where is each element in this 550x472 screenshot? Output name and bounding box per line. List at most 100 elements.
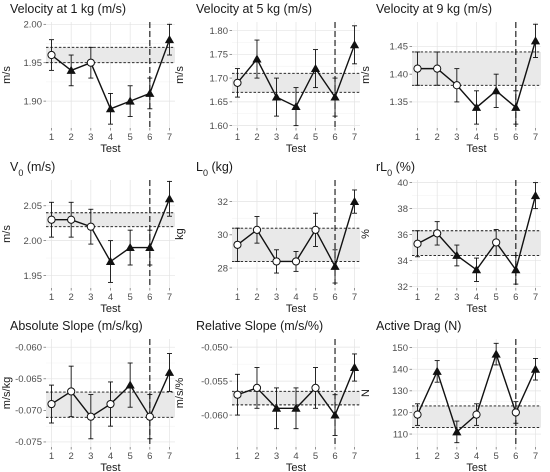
x-tick-label: 5 — [494, 451, 499, 462]
x-tick-label: 4 — [474, 292, 479, 303]
x-tick-label: 5 — [313, 132, 318, 143]
y-tick-label: 1.80 — [210, 26, 229, 37]
data-point-circle — [413, 410, 422, 419]
y-tick-label: 1.75 — [210, 50, 229, 61]
x-tick-label: 4 — [474, 451, 479, 462]
y-tick-label: 1.95 — [24, 58, 43, 69]
x-axis-title: Test — [466, 462, 486, 472]
x-tick-label: 5 — [494, 132, 499, 143]
data-point-triangle — [330, 92, 340, 101]
x-tick-label: 7 — [167, 292, 172, 303]
panel-title: Absolute Slope (m/s/kg) — [10, 319, 143, 333]
y-tick-label: -0.070 — [15, 406, 42, 417]
y-tick-label: 1.95 — [24, 271, 43, 282]
x-tick-label: 3 — [88, 292, 93, 303]
x-tick-label: 1 — [415, 292, 420, 303]
data-point-circle — [433, 229, 442, 238]
y-axis-title: m/s — [1, 225, 13, 243]
data-point-triangle — [511, 265, 521, 274]
data-point-triangle — [145, 88, 155, 97]
y-axis-title: % — [360, 229, 372, 239]
x-tick-label: 1 — [235, 451, 240, 462]
data-point-triangle — [491, 349, 501, 358]
x-tick-label: 6 — [513, 132, 518, 143]
x-tick-label: 3 — [274, 451, 279, 462]
y-tick-label: 32 — [397, 282, 408, 293]
x-tick-label: 4 — [293, 451, 298, 462]
data-point-triangle — [452, 427, 462, 436]
x-tick-label: 2 — [435, 132, 440, 143]
y-axis-title: m/s — [174, 66, 186, 84]
y-tick-label: 34 — [397, 256, 408, 267]
x-tick-label: 5 — [128, 132, 133, 143]
data-point-circle — [233, 78, 242, 87]
x-tick-label: 6 — [513, 292, 518, 303]
x-tick-label: 5 — [494, 292, 499, 303]
chart-panel-7: 1 2 3 4 5 6 7 -0.075 -0.070 -0.065 -0.060 Test m/s/k… — [1, 319, 175, 472]
panel-title: Active Drag (N) — [376, 319, 461, 333]
chart-panel-4: 1 2 3 4 5 6 7 1.95 2.00 2.05 Test m/s V0 (m/s) — [1, 160, 175, 315]
data-point-circle — [233, 390, 242, 399]
data-point-circle — [106, 399, 115, 409]
data-point-circle — [291, 257, 301, 266]
x-tick-label: 2 — [254, 451, 259, 462]
panel-title: rL0 (%) — [376, 160, 415, 178]
data-point-triangle — [330, 261, 340, 270]
chart-panel-8: 1 2 3 4 5 6 7 -0.060 -0.055 -0.050 Test m/s/% Relati… — [174, 319, 360, 472]
x-axis-title: Test — [100, 143, 120, 155]
x-tick-label: 6 — [332, 451, 337, 462]
x-tick-label: 6 — [147, 132, 152, 143]
data-point-triangle — [349, 362, 360, 371]
data-point-triangle — [291, 403, 301, 412]
x-tick-label: 7 — [533, 132, 538, 143]
panel-title: Velocity at 5 kg (m/s) — [196, 2, 312, 16]
chart-panel-9: 1 2 3 4 5 6 7 110 120 130 140 150 Test N Active Drag (… — [360, 319, 541, 472]
data-point-triangle — [291, 102, 301, 111]
x-tick-label: 1 — [49, 451, 54, 462]
data-point-circle — [47, 399, 56, 409]
y-tick-label: 1.90 — [24, 96, 43, 107]
x-tick-label: 7 — [352, 451, 357, 462]
data-point-circle — [67, 215, 76, 224]
chart-panel-5: 1 2 3 4 5 6 7 28 30 32 Test kg L0 (kg) — [174, 160, 360, 315]
data-point-triangle — [349, 197, 360, 206]
x-tick-label: 2 — [254, 132, 259, 143]
data-point-circle — [492, 238, 501, 247]
data-point-triangle — [471, 265, 482, 274]
data-point-triangle — [125, 96, 135, 105]
x-tick-label: 7 — [352, 292, 357, 303]
x-axis-title: Test — [286, 143, 306, 155]
data-point-circle — [252, 383, 262, 393]
x-tick-label: 2 — [435, 451, 440, 462]
y-tick-label: 2.05 — [24, 201, 43, 212]
x-axis-title: Test — [100, 462, 120, 472]
title-rest: (kg) — [208, 160, 233, 174]
y-tick-label: 32 — [217, 197, 228, 208]
data-point-circle — [311, 383, 320, 393]
data-point-circle — [47, 215, 56, 224]
data-point-triangle — [271, 403, 282, 412]
x-tick-label: 4 — [108, 132, 113, 143]
y-axis-title: kg — [174, 228, 186, 240]
y-tick-label: -0.065 — [15, 374, 42, 385]
data-point-triangle — [530, 364, 541, 373]
title-rest: (m/s) — [23, 160, 55, 174]
data-point-circle — [311, 225, 320, 234]
x-tick-label: 6 — [147, 292, 152, 303]
x-tick-label: 7 — [167, 132, 172, 143]
y-tick-label: 120 — [392, 408, 408, 419]
x-tick-label: 2 — [254, 292, 259, 303]
x-tick-label: 4 — [108, 292, 113, 303]
x-tick-label: 3 — [454, 292, 459, 303]
y-tick-label: -0.075 — [15, 437, 42, 448]
y-tick-label: 40 — [397, 178, 408, 189]
data-point-circle — [511, 408, 520, 417]
data-point-triangle — [66, 65, 76, 74]
title-main: V — [10, 160, 19, 174]
x-tick-label: 3 — [274, 132, 279, 143]
chart-panel-3: 1 2 3 4 5 6 7 1.35 1.40 1.45 Test m/s Velocity at 9 … — [360, 2, 541, 155]
y-tick-label: 28 — [217, 263, 228, 274]
x-tick-label: 1 — [235, 132, 240, 143]
